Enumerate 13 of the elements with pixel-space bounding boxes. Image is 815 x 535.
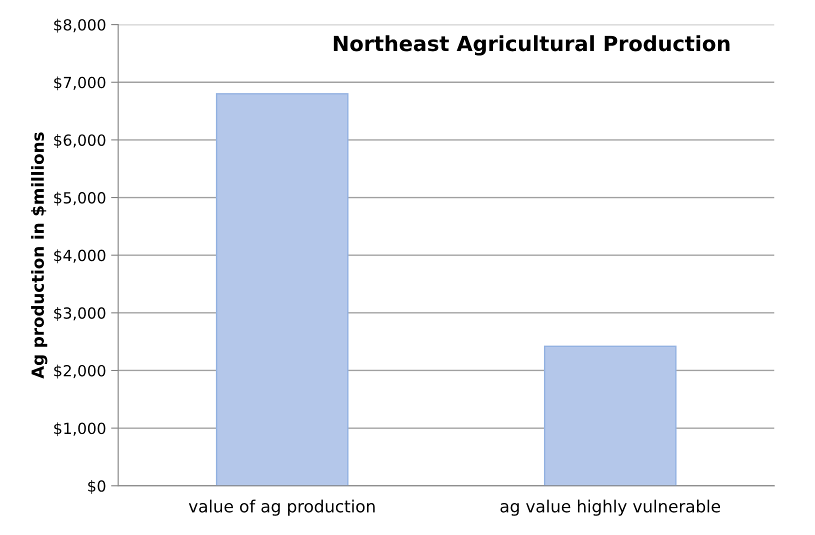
y-tick-label: $5,000	[54, 192, 106, 206]
x-tick-label: value of ag production	[188, 500, 375, 516]
chart-title: Northeast Agricultural Production	[334, 35, 730, 56]
x-tick-label: ag value highly vulnerable	[500, 500, 720, 516]
y-tick-label: $0	[88, 480, 106, 494]
y-tick-label: $4,000	[54, 249, 106, 264]
y-tick-label: $1,000	[54, 422, 106, 436]
y-tick-label: $2,000	[54, 364, 106, 379]
y-axis-title: Ag production in $millions	[31, 132, 48, 379]
y-tick-label: $6,000	[54, 134, 106, 148]
y-tick-label: $7,000	[54, 76, 106, 90]
y-tick-label: $8,000	[54, 18, 106, 33]
y-tick-label: $3,000	[54, 307, 106, 321]
